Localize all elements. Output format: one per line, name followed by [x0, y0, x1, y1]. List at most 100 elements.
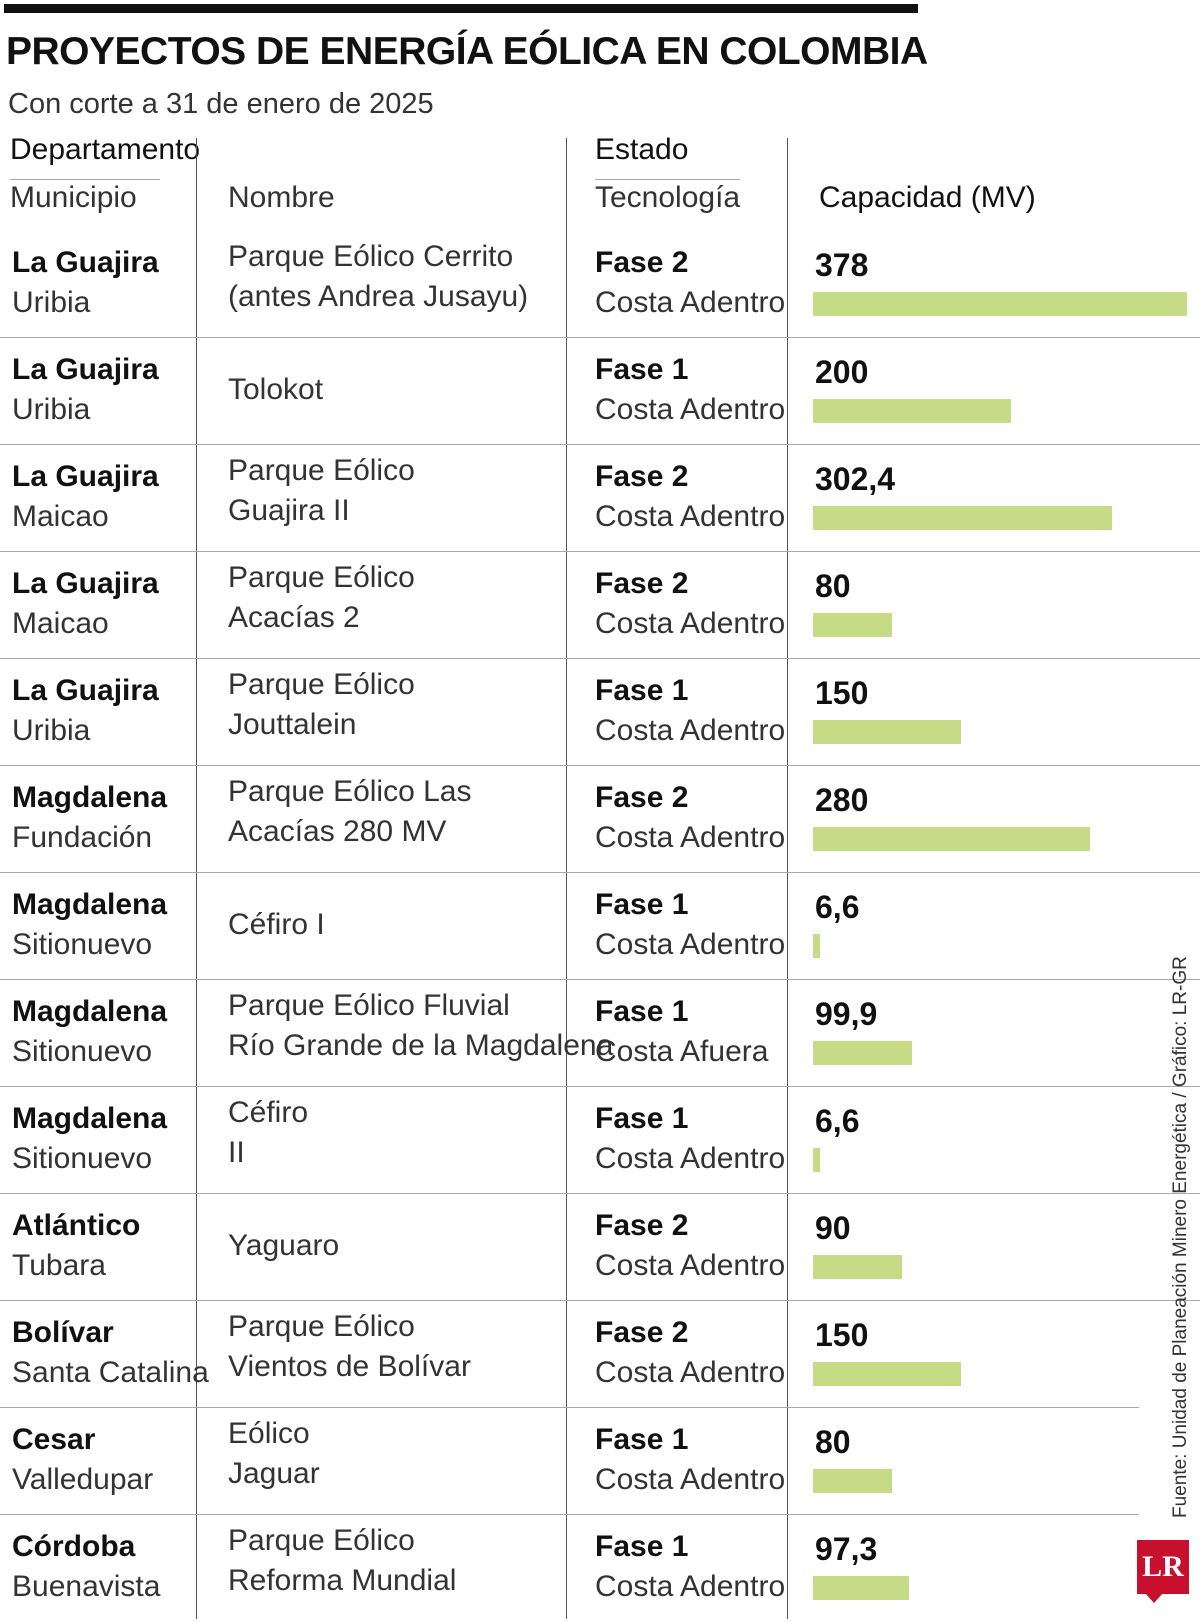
- lr-logo: LR: [1137, 1540, 1189, 1594]
- capacidad-value-label: 302,4: [815, 461, 896, 497]
- nombre-label: Jaguar: [228, 1457, 320, 1490]
- header-departamento-underline: [10, 179, 160, 180]
- capacidad-bar: [813, 1362, 962, 1386]
- chart-title: PROYECTOS DE ENERGÍA EÓLICA EN COLOMBIA: [6, 30, 928, 73]
- estado-label: Fase 2: [595, 1316, 689, 1349]
- capacidad-bar: [813, 720, 962, 744]
- municipio-label: Fundación: [12, 821, 153, 854]
- capacidad-value-label: 150: [815, 675, 869, 711]
- header-estado-underline: [595, 179, 740, 180]
- capacidad-value-label: 80: [815, 1424, 851, 1460]
- estado-label: Fase 2: [595, 567, 689, 600]
- table-row: La Guajira Uribia Parque Eólico Jouttalein F…: [0, 659, 1200, 766]
- municipio-label: Tubara: [12, 1249, 106, 1282]
- table-row: La Guajira Uribia Tolokot Fase 1 Costa Adent…: [0, 338, 1200, 445]
- nombre-label: Parque Eólico: [228, 1310, 415, 1343]
- nombre-label: Vientos de Bolívar: [228, 1350, 471, 1383]
- nombre-label: Guajira II: [228, 494, 350, 527]
- tecnologia-label: Costa Adentro: [595, 821, 786, 854]
- nombre-label: Parque Eólico: [228, 1524, 415, 1557]
- departamento-label: Bolívar: [12, 1316, 114, 1349]
- table-row: La Guajira Uribia Parque Eólico Cerrito (an…: [0, 231, 1200, 338]
- departamento-label: Magdalena: [12, 888, 168, 921]
- municipio-label: Uribia: [12, 393, 91, 426]
- capacidad-value-label: 80: [815, 568, 851, 604]
- tecnologia-label: Costa Adentro: [595, 928, 786, 961]
- tecnologia-label: Costa Adentro: [595, 1249, 786, 1282]
- departamento-label: La Guajira: [12, 353, 159, 386]
- estado-label: Fase 1: [595, 1423, 689, 1456]
- capacidad-bar: [813, 1148, 820, 1172]
- estado-label: Fase 2: [595, 460, 689, 493]
- tecnologia-label: Costa Adentro: [595, 500, 786, 533]
- nombre-label: Céfiro: [228, 1096, 309, 1129]
- departamento-label: Cesar: [12, 1423, 96, 1456]
- row-divider: [0, 551, 1200, 552]
- row-divider: [0, 1193, 1200, 1194]
- departamento-label: Magdalena: [12, 781, 168, 814]
- tecnologia-label: Costa Afuera: [595, 1035, 769, 1068]
- municipio-label: Uribia: [12, 286, 91, 319]
- header-departamento: Departamento: [10, 133, 201, 166]
- tecnologia-label: Costa Adentro: [595, 607, 786, 640]
- capacidad-bar: [813, 1041, 912, 1065]
- table-row: La Guajira Maicao Parque Eólico Acacías 2 Fa…: [0, 552, 1200, 659]
- capacidad-bar: [813, 1576, 910, 1600]
- capacidad-value-label: 150: [815, 1317, 869, 1353]
- row-divider: [0, 1300, 1200, 1301]
- municipio-label: Sitionuevo: [12, 928, 153, 961]
- table-row: Atlántico Tubara Yaguaro Fase 2 Costa Adentr…: [0, 1194, 1200, 1301]
- nombre-label: Acacías 280 MV: [228, 815, 447, 848]
- capacidad-value-label: 200: [815, 354, 869, 390]
- row-divider: [0, 1407, 1139, 1408]
- table-row: Magdalena Sitionuevo Céfiro II Fase 1 Costa A…: [0, 1087, 1200, 1194]
- estado-label: Fase 1: [595, 1102, 689, 1135]
- nombre-label: Tolokot: [228, 373, 324, 406]
- municipio-label: Sitionuevo: [12, 1142, 153, 1175]
- nombre-label: Río Grande de la Magdalena: [228, 1029, 614, 1062]
- nombre-label: Acacías 2: [228, 601, 360, 634]
- top-rule: [4, 4, 918, 13]
- nombre-label: Parque Eólico: [228, 668, 415, 701]
- table-row: Magdalena Fundación Parque Eólico Las Acací…: [0, 766, 1200, 873]
- departamento-label: Magdalena: [12, 1102, 168, 1135]
- chart-subtitle: Con corte a 31 de enero de 2025: [8, 88, 434, 120]
- municipio-label: Buenavista: [12, 1570, 161, 1603]
- estado-label: Fase 1: [595, 353, 689, 386]
- nombre-label: Céfiro I: [228, 908, 325, 941]
- capacidad-bar: [813, 827, 1091, 851]
- column-divider-1: [196, 138, 197, 1619]
- nombre-label: Yaguaro: [228, 1229, 340, 1262]
- row-divider: [0, 1514, 1139, 1515]
- capacidad-bar: [813, 506, 1113, 530]
- tecnologia-label: Costa Adentro: [595, 1570, 786, 1603]
- estado-label: Fase 2: [595, 1209, 689, 1242]
- table-row: Cesar Valledupar Eólico Jaguar Fase 1 Costa A…: [0, 1408, 1200, 1515]
- capacidad-bar: [813, 399, 1011, 423]
- departamento-label: Atlántico: [12, 1209, 141, 1242]
- table-row: La Guajira Maicao Parque Eólico Guajira II F…: [0, 445, 1200, 552]
- nombre-label: Reforma Mundial: [228, 1564, 457, 1597]
- nombre-label: Parque Eólico: [228, 454, 415, 487]
- tecnologia-label: Costa Adentro: [595, 1463, 786, 1496]
- nombre-label: (antes Andrea Jusayu): [228, 280, 529, 313]
- departamento-label: La Guajira: [12, 674, 159, 707]
- header-nombre: Nombre: [228, 181, 335, 214]
- tecnologia-label: Costa Adentro: [595, 393, 786, 426]
- tecnologia-label: Costa Adentro: [595, 286, 786, 319]
- estado-label: Fase 2: [595, 781, 689, 814]
- table-row: Magdalena Sitionuevo Parque Eólico Fluvial…: [0, 980, 1200, 1087]
- table-row: Bolívar Santa Catalina Parque Eólico Viento…: [0, 1301, 1200, 1408]
- departamento-label: Córdoba: [12, 1530, 136, 1563]
- tecnologia-label: Costa Adentro: [595, 714, 786, 747]
- row-divider: [0, 444, 1200, 445]
- capacidad-value-label: 97,3: [815, 1531, 878, 1567]
- capacidad-bar: [813, 1469, 893, 1493]
- nombre-label: Parque Eólico Cerrito: [228, 240, 514, 273]
- row-divider: [0, 658, 1200, 659]
- row-divider: [0, 1086, 1200, 1087]
- municipio-label: Sitionuevo: [12, 1035, 153, 1068]
- capacidad-bar: [813, 292, 1187, 316]
- header-estado: Estado: [595, 133, 689, 166]
- nombre-label: Parque Eólico: [228, 561, 415, 594]
